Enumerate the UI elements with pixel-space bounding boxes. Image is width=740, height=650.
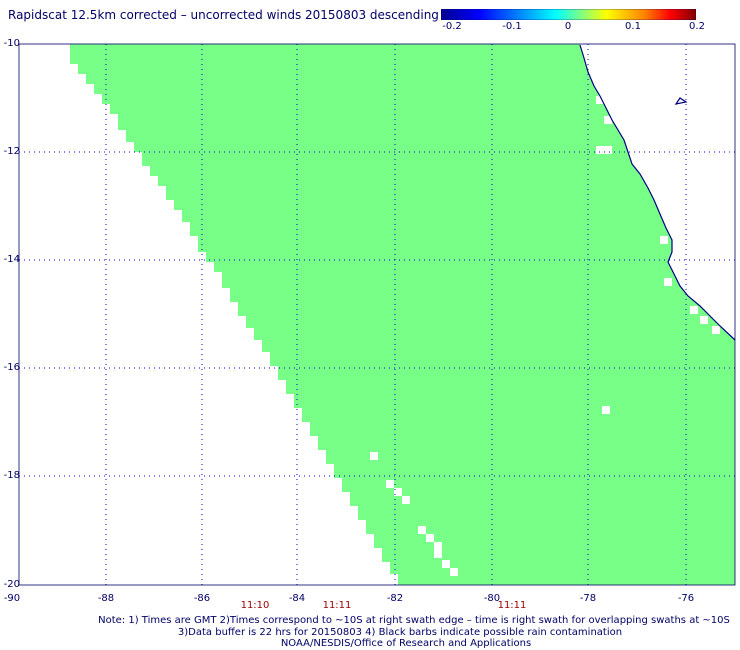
note-line: NOAA/NESDIS/Office of Research and Appli… [280,638,532,649]
swath-data-gaps [370,96,720,576]
colorbar [441,9,696,20]
lon-label: -86 [193,593,211,604]
coastline [579,44,736,341]
lon-label: -76 [677,593,695,604]
swath-time-label: 11:11 [497,600,527,611]
lon-label: -78 [579,593,597,604]
swath-area [70,44,735,585]
data-gap [700,316,708,324]
data-gap [664,278,672,286]
data-gap [712,326,720,334]
wind-swath [70,44,735,585]
map-title: Rapidscat 12.5km corrected – uncorrected… [8,8,439,22]
data-gap [602,406,610,414]
lon-label: -90 [3,593,21,604]
data-gap [604,146,612,154]
data-gap [386,480,394,488]
note-line: Note: 1) Times are GMT 2)Times correspon… [98,615,730,626]
colorbar-tick: 0.2 [689,21,705,32]
colorbar-tick: -0.1 [502,21,522,32]
colorbar-tick: -0.2 [442,21,462,32]
data-gap [434,550,442,558]
swath-time-label: 11:10 [240,600,270,611]
data-gap [604,116,612,124]
island [674,97,688,105]
lat-lon-grid [19,44,735,585]
lon-label: -82 [386,593,404,604]
data-gap [690,306,698,314]
lat-label: -14 [3,254,20,265]
lat-label: -16 [3,362,20,373]
lat-label: -12 [3,146,20,157]
data-gap [596,96,604,104]
lat-label: -20 [3,579,20,590]
data-gap [394,488,402,496]
data-gap [660,236,668,244]
data-gap [426,534,434,542]
note-line: 3)Data buffer is 22 hrs for 20150803 4) … [177,627,623,638]
lon-label: -88 [97,593,115,604]
lon-label: -84 [288,593,306,604]
lat-label: -18 [3,470,20,481]
lon-label: -80 [483,593,501,604]
lat-label: -10 [3,38,20,49]
map-frame [18,43,736,586]
data-gap [442,560,450,568]
data-gap [402,496,410,504]
data-gap [370,452,378,460]
data-gap [596,146,604,154]
colorbar-tick: 0 [564,21,572,32]
swath-time-label: 11:11 [322,600,352,611]
data-gap [418,526,426,534]
colorbar-tick: 0.1 [625,21,641,32]
data-gap [434,542,442,550]
data-gap [450,568,458,576]
